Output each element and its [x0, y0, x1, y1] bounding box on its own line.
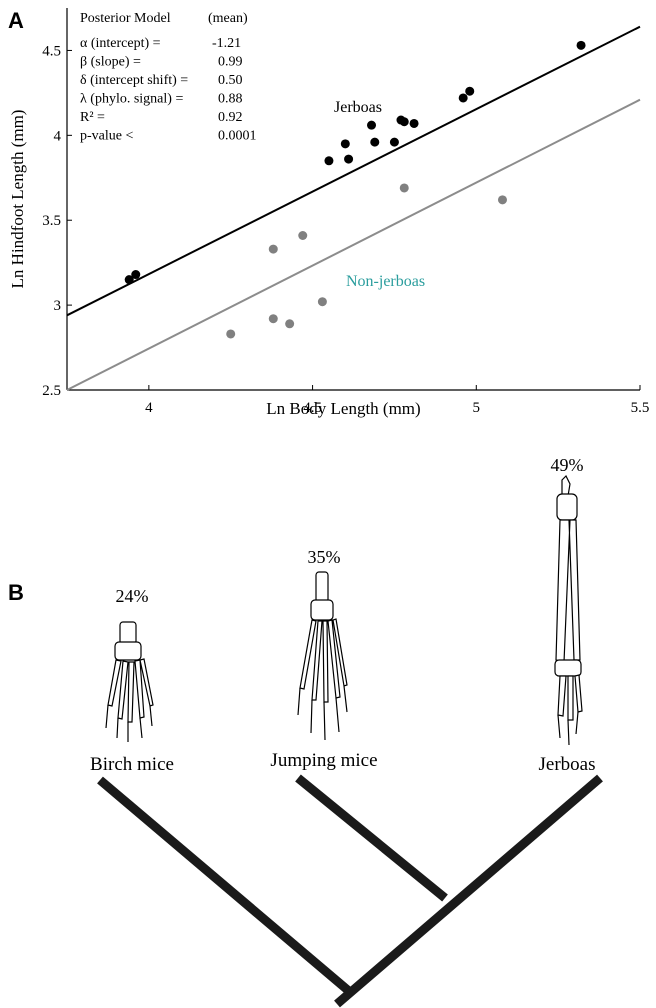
point: [367, 120, 377, 130]
point: [285, 319, 295, 329]
stats-value: 0.50: [218, 73, 243, 88]
y-tick-label: 3.5: [42, 213, 61, 229]
point: [131, 270, 141, 280]
stats-value: 0.99: [218, 55, 243, 70]
point: [268, 244, 278, 254]
taxon-label: Jumping mice: [270, 750, 377, 771]
y-axis-title: Ln Hindfoot Length (mm): [8, 110, 27, 289]
length-percent: 24%: [116, 586, 149, 606]
point: [399, 117, 409, 127]
jumping-mouse-foot: [297, 571, 348, 741]
x-tick-label: 5.5: [631, 400, 650, 416]
point: [298, 231, 308, 241]
point: [344, 154, 354, 164]
point: [465, 86, 475, 96]
length-percent: 49%: [551, 455, 584, 475]
stats-header: (mean): [208, 11, 248, 26]
x-tick-label: 5: [473, 400, 481, 416]
jerboa-foot: [554, 474, 583, 746]
y-tick-label: 3: [54, 298, 62, 314]
point: [389, 137, 399, 147]
stats-label: β (slope) =: [80, 55, 141, 70]
x-tick-label: 4: [145, 400, 153, 416]
y-tick-label: 4.5: [42, 43, 61, 59]
point: [497, 195, 507, 205]
point: [268, 314, 278, 324]
taxon-label: Birch mice: [90, 754, 174, 775]
x-axis-title: Ln Body Length (mm): [266, 399, 420, 418]
fit-line: [66, 98, 641, 391]
birch-mouse-foot: [105, 621, 154, 742]
x-tick-label: 4.5: [303, 400, 322, 416]
stats-value: 0.0001: [218, 129, 257, 144]
fit-line: [66, 25, 641, 317]
taxon-label: Jerboas: [539, 754, 596, 775]
point: [576, 40, 586, 50]
stats-value: 0.88: [218, 92, 243, 107]
point: [409, 118, 419, 128]
point: [226, 329, 236, 339]
point: [370, 137, 380, 147]
stats-label: p-value <: [80, 129, 133, 144]
point: [458, 93, 468, 103]
stats-header: Posterior Model: [80, 11, 171, 26]
point: [124, 275, 134, 285]
point: [340, 139, 350, 149]
series-label: Non-jerboas: [346, 273, 425, 290]
stats-label: α (intercept) =: [80, 36, 161, 51]
panel-label: B: [8, 580, 24, 605]
phylogeny-tree: [97, 774, 603, 1008]
point: [317, 297, 327, 307]
y-tick-label: 4: [54, 128, 62, 144]
y-tick-label: 2.5: [42, 383, 61, 399]
stats-label: λ (phylo. signal) =: [80, 92, 183, 107]
stats-label: R² =: [80, 110, 105, 125]
panel-label: A: [8, 8, 24, 33]
length-percent: 35%: [308, 547, 341, 567]
point: [399, 183, 409, 193]
stats-label: δ (intercept shift) =: [80, 73, 188, 88]
series-label: Jerboas: [334, 99, 382, 116]
stats-value: -1.21: [212, 36, 241, 51]
point: [324, 156, 334, 166]
stats-value: 0.92: [218, 110, 243, 125]
